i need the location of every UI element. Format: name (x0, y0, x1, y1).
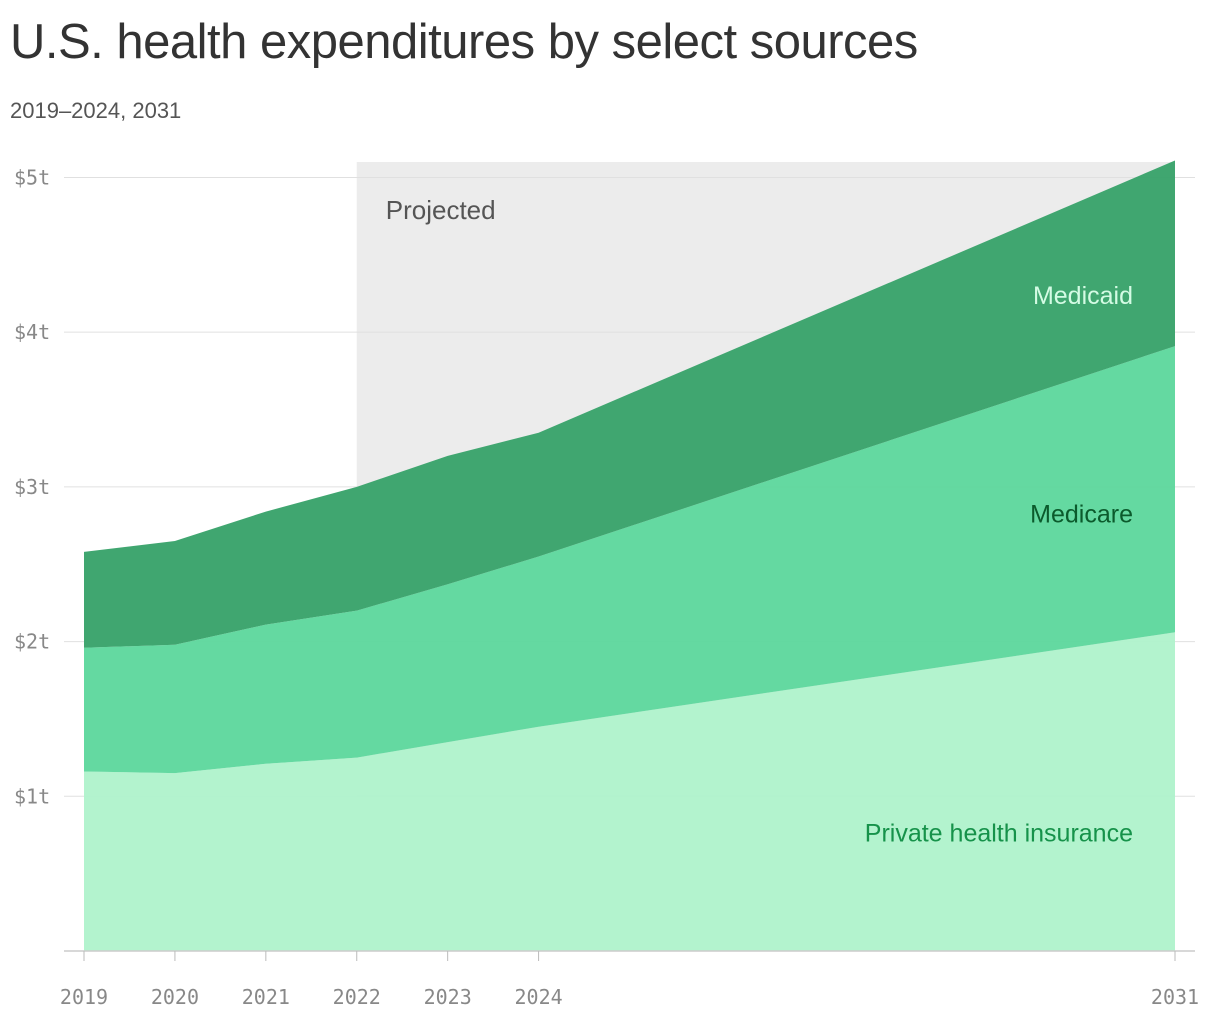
projected-label: Projected (386, 195, 496, 225)
y-tick-label: $2t (14, 630, 50, 654)
y-tick-label: $5t (14, 165, 50, 189)
chart-subtitle: 2019–2024, 2031 (10, 98, 182, 123)
label-medicaid: Medicaid (1033, 282, 1133, 310)
x-tick-label: 2024 (514, 985, 562, 1009)
x-tick-label: 2022 (333, 985, 381, 1009)
x-tick-label: 2031 (1151, 985, 1199, 1009)
x-tick-label: 2020 (151, 985, 199, 1009)
area-medicare (84, 346, 1175, 774)
y-tick-label: $3t (14, 475, 50, 499)
x-tick-label: 2019 (60, 985, 108, 1009)
area-private-health-insurance (84, 632, 1175, 951)
area-medicaid (84, 160, 1175, 648)
label-medicare: Medicare (1030, 500, 1133, 528)
y-tick-label: $1t (14, 784, 50, 808)
y-tick-label: $4t (14, 320, 50, 344)
label-private-health-insurance: Private health insurance (865, 820, 1133, 848)
x-tick-label: 2021 (242, 985, 290, 1009)
chart-title: U.S. health expenditures by select sourc… (10, 15, 918, 69)
x-tick-label: 2023 (424, 985, 472, 1009)
